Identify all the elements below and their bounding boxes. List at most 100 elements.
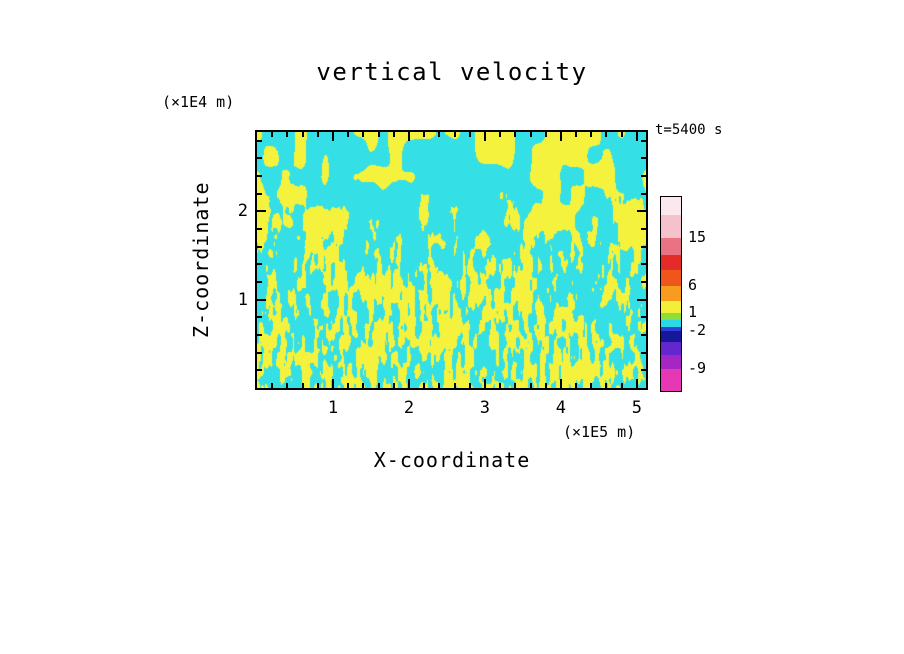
x-minor-tick: [301, 132, 304, 137]
page-title: vertical velocity: [316, 58, 588, 86]
x-minor-tick: [301, 383, 304, 388]
x-minor-tick: [423, 383, 426, 388]
x-minor-tick: [362, 383, 365, 388]
x-minor-tick: [316, 132, 319, 137]
x-tick-label: 1: [327, 398, 339, 418]
y-minor-tick: [641, 351, 646, 354]
x-major-tick: [559, 132, 562, 141]
colorbar-segment: [661, 355, 681, 369]
x-tick-label: 3: [479, 398, 491, 418]
colorbar-segment: [661, 301, 681, 313]
colorbar-segment: [661, 215, 681, 238]
x-tick-label: 5: [631, 398, 642, 418]
x-minor-tick: [453, 383, 456, 388]
x-minor-tick: [499, 383, 502, 388]
x-minor-tick: [316, 383, 319, 388]
x-minor-tick: [605, 132, 608, 137]
x-major-tick: [483, 379, 486, 388]
colorbar-label: 1: [688, 303, 698, 321]
colorbar-labels: 15 6 1 -2 -9: [688, 196, 732, 390]
x-major-tick: [407, 379, 410, 388]
y-tick-label: 2: [237, 201, 248, 222]
colorbar-segment: [661, 369, 681, 391]
x-minor-tick: [377, 383, 380, 388]
x-minor-tick: [423, 132, 426, 137]
colorbar-segment: [661, 327, 681, 331]
y-minor-tick: [257, 192, 262, 195]
y-minor-tick: [257, 316, 262, 319]
y-axis-label: Z-coordinate: [189, 181, 213, 339]
x-minor-tick: [286, 383, 289, 388]
x-minor-tick: [544, 132, 547, 137]
y-minor-tick: [257, 228, 262, 231]
x-minor-tick: [544, 383, 547, 388]
x-major-tick: [407, 132, 410, 141]
y-minor-tick: [641, 316, 646, 319]
y-axis-unit: (×1E4 m): [162, 93, 235, 111]
x-minor-tick: [575, 383, 578, 388]
y-minor-tick: [641, 245, 646, 248]
y-minor-tick: [257, 369, 262, 372]
y-minor-tick: [641, 369, 646, 372]
y-minor-tick: [641, 175, 646, 178]
x-minor-tick: [347, 132, 350, 137]
y-major-tick: [257, 210, 266, 213]
x-minor-tick: [605, 383, 608, 388]
x-minor-tick: [392, 132, 395, 137]
colorbar: [660, 196, 682, 392]
x-major-tick: [331, 132, 334, 141]
colorbar-segment: [661, 342, 681, 355]
x-axis-unit: (×1E5 m): [563, 423, 636, 441]
y-minor-tick: [641, 192, 646, 195]
y-minor-tick: [641, 281, 646, 284]
x-minor-tick: [347, 383, 350, 388]
x-major-tick: [483, 132, 486, 141]
x-minor-tick: [392, 383, 395, 388]
y-minor-tick: [257, 157, 262, 160]
plot-frame: [255, 130, 648, 390]
x-minor-tick: [271, 132, 274, 137]
x-minor-tick: [468, 132, 471, 137]
y-minor-tick: [641, 263, 646, 266]
x-major-tick: [635, 379, 638, 388]
x-axis-label: X-coordinate: [373, 448, 531, 472]
time-annotation: t=5400 s: [655, 122, 723, 138]
x-minor-tick: [499, 132, 502, 137]
x-minor-tick: [438, 383, 441, 388]
colorbar-label: -9: [688, 359, 707, 377]
y-minor-tick: [257, 263, 262, 266]
x-minor-tick: [620, 383, 623, 388]
y-minor-tick: [257, 175, 262, 178]
x-minor-tick: [271, 383, 274, 388]
field-canvas: [257, 132, 646, 388]
x-minor-tick: [529, 383, 532, 388]
x-tick-labels: 1 2 3 4 5: [257, 398, 646, 420]
y-minor-tick: [641, 139, 646, 142]
x-minor-tick: [575, 132, 578, 137]
colorbar-label: -2: [688, 321, 707, 339]
colorbar-segment: [661, 320, 681, 327]
y-minor-tick: [641, 157, 646, 160]
colorbar-label: 15: [688, 228, 707, 246]
x-minor-tick: [620, 132, 623, 137]
colorbar-segment: [661, 197, 681, 215]
colorbar-segment: [661, 286, 681, 301]
x-minor-tick: [453, 132, 456, 137]
colorbar-segment: [661, 255, 681, 270]
x-minor-tick: [590, 132, 593, 137]
x-tick-label: 2: [403, 398, 415, 418]
x-tick-label: 4: [555, 398, 567, 418]
x-minor-tick: [514, 383, 517, 388]
y-minor-tick: [257, 245, 262, 248]
colorbar-label: 6: [688, 276, 698, 294]
y-minor-tick: [257, 139, 262, 142]
colorbar-segment: [661, 313, 681, 320]
colorbar-segment: [661, 238, 681, 255]
y-minor-tick: [257, 281, 262, 284]
x-minor-tick: [362, 132, 365, 137]
x-minor-tick: [514, 132, 517, 137]
x-minor-tick: [286, 132, 289, 137]
x-minor-tick: [377, 132, 380, 137]
